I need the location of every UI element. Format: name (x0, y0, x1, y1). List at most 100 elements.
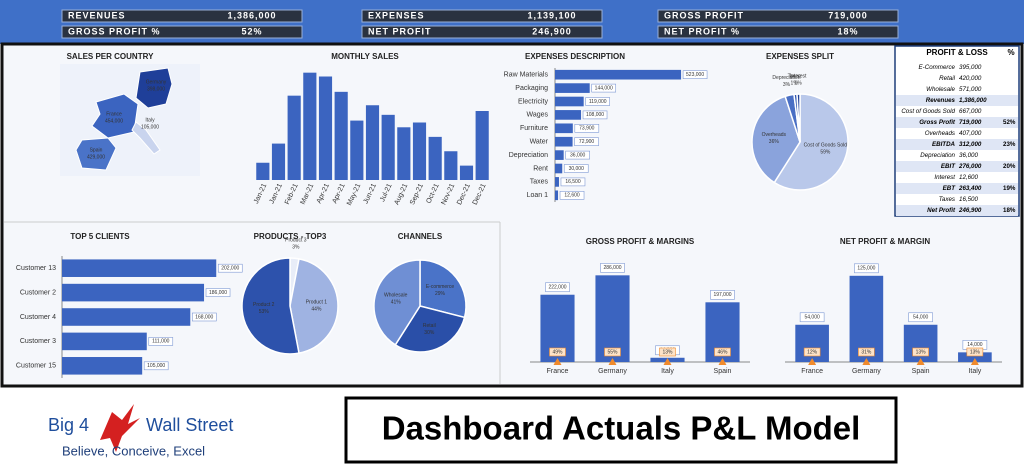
pnl-row-highlight (896, 95, 1018, 106)
category-label: Taxes (530, 179, 549, 186)
bar (555, 83, 590, 93)
value-label: 73,900 (579, 126, 595, 132)
pnl-row-highlight (896, 139, 1018, 150)
margin-label: 13% (662, 349, 673, 355)
margin-label-box (858, 347, 875, 357)
slice-value: 29% (435, 291, 446, 297)
bar (795, 324, 829, 362)
kpi-label: EXPENSES (368, 10, 425, 20)
pnl-pct: 18% (1003, 207, 1016, 214)
x-tick-label: Spain (714, 368, 732, 375)
value-label-box (565, 150, 590, 160)
slice-value: 44% (311, 306, 322, 312)
value-label: 125,000 (857, 266, 875, 272)
value-label: 54,000 (804, 315, 820, 321)
x-tick-label: Spain (912, 368, 930, 375)
kpi-value: 18% (837, 26, 858, 36)
category-label: Rent (533, 165, 548, 172)
chart-title: PRODUCTS - TOP3 (254, 232, 327, 241)
kpi-box (61, 9, 303, 23)
margin-label-box (966, 347, 984, 357)
bar (303, 72, 317, 180)
kpi-value: 719,000 (828, 10, 868, 20)
margin-label-box (714, 347, 731, 357)
value-label-box (854, 263, 879, 274)
pnl-label: Revenues (926, 97, 956, 104)
value-label: 14,000 (967, 342, 983, 348)
logo-eagle (100, 404, 140, 452)
kpi-value: 246,900 (532, 26, 572, 36)
brand-right: Wall Street (146, 415, 233, 435)
country-region (135, 67, 173, 109)
value-label: 202,000 (221, 266, 239, 272)
slice-label: E-commerce (426, 284, 455, 290)
footer-title: Dashboard Actuals P&L Model (382, 410, 861, 447)
bar (412, 122, 427, 180)
pnl-pct: 19% (1003, 185, 1016, 192)
margin-label-box (549, 347, 566, 357)
slice-label: Retail (423, 323, 436, 329)
kpi-box (361, 25, 603, 39)
bar (381, 114, 395, 180)
margin-label: 46% (717, 349, 728, 355)
kpi-label: NET PROFIT (368, 26, 432, 36)
slice-value: 36% (769, 139, 780, 145)
bar (555, 150, 564, 160)
pie-slice (241, 257, 300, 355)
country-name: Germany (146, 79, 167, 85)
value-label: 168,000 (195, 314, 213, 320)
slice-label: Product 1 (306, 299, 328, 305)
kpi-box (61, 25, 303, 39)
value-label: 286,000 (603, 265, 621, 271)
category-label: Electricity (518, 98, 548, 105)
margin-label-box (912, 347, 929, 357)
value-label: 12,600 (564, 193, 580, 199)
margin-label: 13% (970, 349, 981, 355)
brand-tagline: Believe, Conceive, Excel (62, 443, 205, 458)
kpi-box (361, 9, 603, 23)
pnl-pct-header: % (1007, 48, 1014, 57)
pnl-value: 719,000 (959, 119, 982, 126)
category-label: Customer 13 (16, 265, 56, 272)
chart-title: TOP 5 CLIENTS (70, 232, 130, 241)
pnl-label: Depreciation (920, 152, 955, 159)
chart-title: MONTHLY SALES (331, 52, 399, 61)
margin-label: 31% (861, 349, 872, 355)
bar (62, 283, 205, 302)
value-label: 105,000 (147, 363, 165, 369)
margin-marker (808, 358, 817, 365)
pnl-value: 395,000 (959, 64, 982, 71)
margin-marker (608, 358, 617, 365)
margin-marker (862, 358, 871, 365)
bar (555, 96, 584, 107)
pie-slice (773, 93, 849, 191)
bar (475, 111, 489, 180)
pnl-value: 276,000 (958, 163, 982, 170)
value-label-box (799, 312, 825, 323)
brand: Big 4 Wall Street Believe, Conceive, Exc… (48, 404, 233, 458)
margin-marker (663, 358, 672, 365)
slice-label: Interest (790, 73, 807, 79)
pnl-value: 571,000 (959, 86, 982, 93)
value-label: 197,000 (713, 292, 731, 298)
category-label: Depreciation (509, 152, 548, 159)
margin-label-box (659, 347, 676, 357)
category-label: Loan 1 (527, 192, 549, 199)
x-tick-label: Italy (661, 368, 674, 375)
pnl-pct: 52% (1003, 119, 1016, 126)
bar (428, 136, 442, 180)
slice-value: 1% (791, 81, 799, 87)
pnl-pct: 20% (1003, 163, 1016, 170)
value-label-box (545, 282, 570, 293)
pie-slice (796, 93, 801, 143)
pie-slice (394, 305, 466, 353)
x-tick-label: France (547, 368, 569, 375)
slice-label: Overheads (762, 132, 787, 138)
value-label: 222,000 (548, 285, 566, 291)
slice-value: 30% (424, 330, 435, 336)
value-label-box (563, 164, 589, 173)
pnl-row-highlight (896, 183, 1018, 194)
pnl-label: Retail (939, 75, 955, 82)
value-label-box (600, 263, 625, 273)
